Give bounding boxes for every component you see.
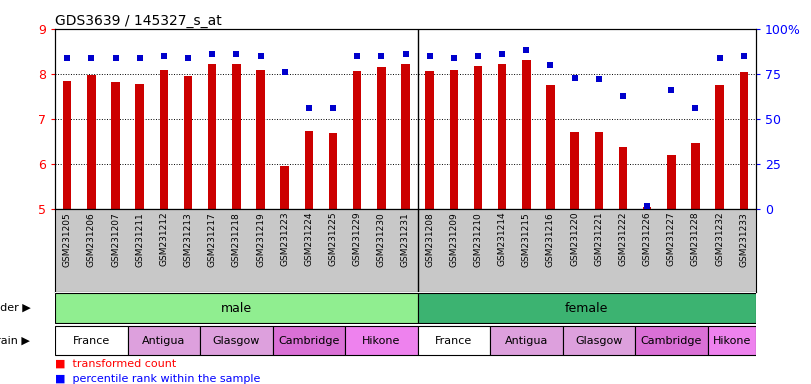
Text: GSM231212: GSM231212 — [160, 212, 169, 266]
Text: GSM231229: GSM231229 — [353, 212, 362, 266]
Text: GSM231225: GSM231225 — [328, 212, 337, 266]
Text: GSM231223: GSM231223 — [280, 212, 290, 266]
Text: GSM231211: GSM231211 — [135, 212, 144, 266]
Bar — [281, 166, 289, 209]
Bar — [63, 81, 71, 209]
Bar — [87, 75, 96, 209]
Bar — [418, 326, 490, 356]
Bar — [547, 85, 555, 209]
Text: GSM231224: GSM231224 — [304, 212, 313, 266]
Text: ■  transformed count: ■ transformed count — [55, 359, 177, 369]
Text: Glasgow: Glasgow — [212, 336, 260, 346]
Text: GDS3639 / 145327_s_at: GDS3639 / 145327_s_at — [55, 14, 222, 28]
Text: GSM231233: GSM231233 — [740, 212, 749, 266]
Bar — [127, 326, 200, 356]
Text: ■  percentile rank within the sample: ■ percentile rank within the sample — [55, 374, 260, 384]
Bar — [184, 76, 192, 209]
Text: GSM231213: GSM231213 — [183, 212, 192, 266]
Text: Hikone: Hikone — [713, 336, 751, 346]
Bar — [418, 293, 756, 323]
Text: GSM231206: GSM231206 — [87, 212, 96, 266]
Text: GSM231207: GSM231207 — [111, 212, 120, 266]
Bar — [498, 64, 506, 209]
Text: GSM231228: GSM231228 — [691, 212, 700, 266]
Bar — [328, 132, 337, 209]
Text: France: France — [73, 336, 110, 346]
Bar — [232, 64, 241, 209]
Text: GSM231231: GSM231231 — [401, 212, 410, 266]
Text: GSM231226: GSM231226 — [642, 212, 651, 266]
Bar — [272, 326, 345, 356]
Text: Antigua: Antigua — [142, 336, 186, 346]
Text: GSM231215: GSM231215 — [521, 212, 531, 266]
Text: GSM231217: GSM231217 — [208, 212, 217, 266]
Bar — [200, 326, 272, 356]
Bar — [563, 326, 635, 356]
Text: GSM231208: GSM231208 — [425, 212, 434, 266]
Bar — [635, 326, 707, 356]
Text: GSM231216: GSM231216 — [546, 212, 555, 266]
Text: GSM231219: GSM231219 — [256, 212, 265, 266]
Bar — [160, 70, 168, 209]
Bar — [135, 84, 144, 209]
Text: GSM231227: GSM231227 — [667, 212, 676, 266]
Bar — [490, 326, 563, 356]
Text: GSM231209: GSM231209 — [449, 212, 458, 266]
Text: GSM231214: GSM231214 — [498, 212, 507, 266]
Bar — [522, 60, 530, 209]
Text: GSM231205: GSM231205 — [62, 212, 71, 266]
Text: Cambridge: Cambridge — [641, 336, 702, 346]
Text: gender ▶: gender ▶ — [0, 303, 30, 313]
Bar — [401, 64, 410, 209]
Text: male: male — [221, 302, 252, 314]
Text: GSM231222: GSM231222 — [619, 212, 628, 266]
Text: GSM231210: GSM231210 — [474, 212, 483, 266]
Bar — [305, 131, 313, 209]
Text: GSM231221: GSM231221 — [594, 212, 603, 266]
Text: Cambridge: Cambridge — [278, 336, 340, 346]
Bar — [449, 70, 458, 209]
Bar — [667, 155, 676, 209]
Bar — [691, 142, 700, 209]
Bar — [377, 67, 385, 209]
Bar — [474, 66, 483, 209]
Text: GSM231218: GSM231218 — [232, 212, 241, 266]
Bar — [570, 132, 579, 209]
Text: strain ▶: strain ▶ — [0, 336, 30, 346]
Bar — [426, 71, 434, 209]
Text: GSM231232: GSM231232 — [715, 212, 724, 266]
Text: France: France — [436, 336, 473, 346]
Bar — [353, 71, 362, 209]
Bar — [740, 72, 748, 209]
Text: Hikone: Hikone — [363, 336, 401, 346]
Bar — [55, 293, 418, 323]
Bar — [208, 64, 217, 209]
Bar — [619, 147, 627, 209]
Bar — [111, 82, 120, 209]
Bar — [715, 85, 724, 209]
Text: GSM231230: GSM231230 — [377, 212, 386, 266]
Text: Antigua: Antigua — [504, 336, 548, 346]
Bar — [256, 70, 264, 209]
Bar — [345, 326, 418, 356]
Text: Glasgow: Glasgow — [575, 336, 623, 346]
Text: GSM231220: GSM231220 — [570, 212, 579, 266]
Bar — [594, 132, 603, 209]
Text: female: female — [565, 302, 608, 314]
Bar — [55, 326, 127, 356]
Bar — [707, 326, 756, 356]
Bar — [643, 207, 651, 209]
